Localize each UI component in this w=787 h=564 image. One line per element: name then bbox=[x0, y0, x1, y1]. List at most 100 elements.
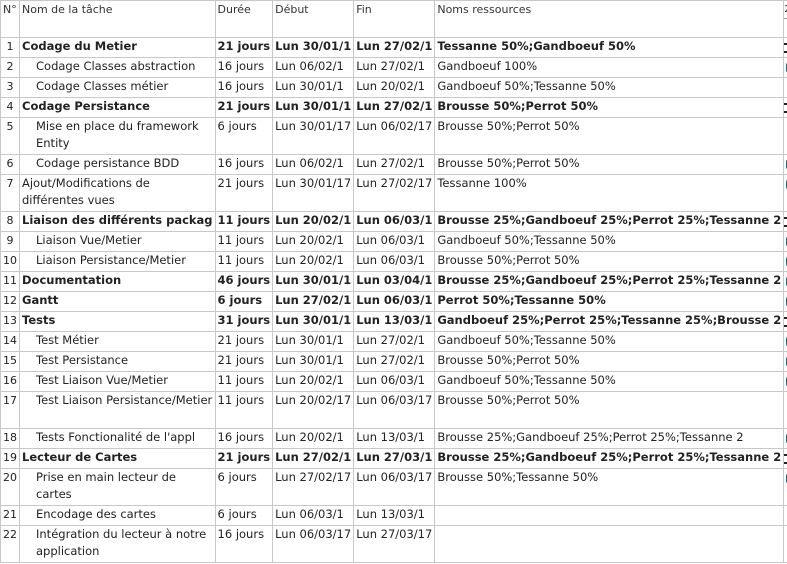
task-resources[interactable]: Brousse 25%;Gandboeuf 25%;Perrot 25%;Tes… bbox=[434, 428, 785, 449]
task-duration[interactable]: 6 jours bbox=[214, 291, 274, 312]
task-end[interactable]: Lun 13/03/1 bbox=[353, 505, 436, 526]
task-end[interactable]: Lun 06/03/17 bbox=[353, 468, 436, 506]
task-duration[interactable]: 21 jours bbox=[214, 37, 274, 58]
task-num[interactable]: 4 bbox=[0, 97, 20, 118]
task-duration[interactable]: 21 jours bbox=[214, 174, 274, 212]
table-row[interactable]: 16 Test Liaison Vue/Metier 11 jours Lun 20/… bbox=[0, 371, 787, 392]
task-resources[interactable]: Gandboeuf 50%;Tessanne 50% bbox=[434, 77, 785, 98]
table-row[interactable]: 9 Liaison Vue/Metier 11 jours Lun 20/02/1 Lu… bbox=[0, 231, 787, 252]
table-row[interactable]: 14 Test Métier 21 jours Lun 30/01/1 Lun 27/0… bbox=[0, 331, 787, 352]
task-end[interactable]: Lun 13/03/1 bbox=[353, 428, 436, 449]
task-name[interactable]: Prise en main lecteur de cartes bbox=[19, 468, 216, 506]
task-duration[interactable]: 16 jours bbox=[214, 428, 274, 449]
task-end[interactable]: Lun 27/02/1 bbox=[353, 97, 436, 118]
task-num[interactable]: 15 bbox=[0, 351, 20, 372]
task-end[interactable]: Lun 27/02/17 bbox=[353, 174, 436, 212]
task-name[interactable]: Codage du Metier bbox=[19, 37, 216, 58]
task-start[interactable]: Lun 27/02/1 bbox=[272, 291, 355, 312]
table-row[interactable]: 13 Tests 31 jours Lun 30/01/1 Lun 13/03/1 Gan… bbox=[0, 311, 787, 332]
task-start[interactable]: Lun 27/02/1 bbox=[272, 448, 355, 469]
task-resources[interactable]: Brousse 50%;Perrot 50% bbox=[434, 391, 785, 429]
task-name[interactable]: Gantt bbox=[19, 291, 216, 312]
table-row[interactable]: 5 Mise en place du framework Entity 6 jour… bbox=[0, 117, 787, 155]
table-row[interactable]: 7 Ajout/Modifications de différentes vues… bbox=[0, 174, 787, 212]
task-duration[interactable]: 11 jours bbox=[214, 251, 274, 272]
task-start[interactable]: Lun 06/03/17 bbox=[272, 525, 355, 563]
task-start[interactable]: Lun 30/01/1 bbox=[272, 331, 355, 352]
task-resources[interactable]: Gandboeuf 50%;Tessanne 50% bbox=[434, 331, 785, 352]
gantt-summary-bar[interactable] bbox=[784, 103, 787, 113]
task-resources[interactable]: Brousse 50%;Perrot 50% bbox=[434, 154, 785, 175]
task-resources[interactable]: Brousse 50%;Perrot 50% bbox=[434, 351, 785, 372]
task-start[interactable]: Lun 20/02/1 bbox=[272, 251, 355, 272]
task-name[interactable]: Mise en place du framework Entity bbox=[19, 117, 216, 155]
task-num[interactable]: 12 bbox=[0, 291, 20, 312]
task-num[interactable]: 21 bbox=[0, 505, 20, 526]
task-resources[interactable]: Gandboeuf 50%;Tessanne 50% bbox=[434, 371, 785, 392]
col-header-name[interactable]: Nom de la tâche bbox=[19, 0, 216, 38]
task-num[interactable]: 20 bbox=[0, 468, 20, 506]
task-name[interactable]: Intégration du lecteur à notre applicati… bbox=[19, 525, 216, 563]
task-duration[interactable]: 11 jours bbox=[214, 371, 274, 392]
task-num[interactable]: 13 bbox=[0, 311, 20, 332]
task-duration[interactable]: 21 jours bbox=[214, 97, 274, 118]
task-num[interactable]: 8 bbox=[0, 211, 20, 232]
table-row[interactable]: 2 Codage Classes abstraction 16 jours Lun 0… bbox=[0, 57, 787, 78]
task-num[interactable]: 11 bbox=[0, 271, 20, 292]
gantt-summary-bar[interactable] bbox=[784, 454, 787, 464]
task-duration[interactable]: 6 jours bbox=[214, 117, 274, 155]
task-start[interactable]: Lun 30/01/17 bbox=[272, 174, 355, 212]
task-num[interactable]: 7 bbox=[0, 174, 20, 212]
task-resources[interactable] bbox=[434, 505, 785, 526]
task-start[interactable]: Lun 30/01/1 bbox=[272, 271, 355, 292]
task-name[interactable]: Test Persistance bbox=[19, 351, 216, 372]
task-num[interactable]: 2 bbox=[0, 57, 20, 78]
task-name[interactable]: Test Liaison Vue/Metier bbox=[19, 371, 216, 392]
table-row[interactable]: 19 Lecteur de Cartes 21 jours Lun 27/02/1 Lu… bbox=[0, 448, 787, 469]
task-end[interactable]: Lun 06/02/17 bbox=[353, 117, 436, 155]
col-header-duration[interactable]: Durée bbox=[214, 0, 274, 38]
task-duration[interactable]: 11 jours bbox=[214, 231, 274, 252]
task-end[interactable]: Lun 06/03/1 bbox=[353, 371, 436, 392]
task-duration[interactable]: 16 jours bbox=[214, 57, 274, 78]
task-num[interactable]: 5 bbox=[0, 117, 20, 155]
task-resources[interactable]: Brousse 50%;Tessanne 50% bbox=[434, 468, 785, 506]
task-end[interactable]: Lun 20/02/1 bbox=[353, 77, 436, 98]
task-duration[interactable]: 31 jours bbox=[214, 311, 274, 332]
task-num[interactable]: 1 bbox=[0, 37, 20, 58]
task-end[interactable]: Lun 06/03/1 bbox=[353, 211, 436, 232]
task-resources[interactable]: Brousse 25%;Gandboeuf 25%;Perrot 25%;Tes… bbox=[434, 448, 785, 469]
task-num[interactable]: 9 bbox=[0, 231, 20, 252]
task-duration[interactable]: 21 jours bbox=[214, 331, 274, 352]
task-name[interactable]: Test Liaison Persistance/Metier bbox=[19, 391, 216, 429]
task-duration[interactable]: 16 jours bbox=[214, 154, 274, 175]
task-duration[interactable]: 11 jours bbox=[214, 391, 274, 429]
task-num[interactable]: 6 bbox=[0, 154, 20, 175]
task-resources[interactable]: Brousse 25%;Gandboeuf 25%;Perrot 25%;Tes… bbox=[434, 211, 785, 232]
gantt-summary-bar[interactable] bbox=[784, 317, 787, 327]
task-start[interactable]: Lun 30/01/1 bbox=[272, 77, 355, 98]
task-name[interactable]: Tests bbox=[19, 311, 216, 332]
gantt-summary-bar[interactable] bbox=[784, 217, 787, 227]
task-start[interactable]: Lun 20/02/1 bbox=[272, 211, 355, 232]
task-resources[interactable] bbox=[434, 525, 785, 563]
task-duration[interactable]: 16 jours bbox=[214, 525, 274, 563]
task-start[interactable]: Lun 20/02/1 bbox=[272, 231, 355, 252]
task-name[interactable]: Liaison Vue/Metier bbox=[19, 231, 216, 252]
table-row[interactable]: 20 Prise en main lecteur de cartes 6 jours… bbox=[0, 468, 787, 506]
task-name[interactable]: Ajout/Modifications de différentes vues bbox=[19, 174, 216, 212]
task-name[interactable]: Codage persistance BDD bbox=[19, 154, 216, 175]
task-start[interactable]: Lun 20/02/1 bbox=[272, 428, 355, 449]
task-name[interactable]: Test Métier bbox=[19, 331, 216, 352]
task-name[interactable]: Codage Classes abstraction bbox=[19, 57, 216, 78]
task-name[interactable]: Encodage des cartes bbox=[19, 505, 216, 526]
table-row[interactable]: 6 Codage persistance BDD 16 jours Lun 06/02… bbox=[0, 154, 787, 175]
col-header-start[interactable]: Début bbox=[272, 0, 355, 38]
task-resources[interactable]: Tessanne 50%;Gandboeuf 50% bbox=[434, 37, 785, 58]
table-row[interactable]: 10 Liaison Persistance/Metier 11 jours Lun … bbox=[0, 251, 787, 272]
table-row[interactable]: 18 Tests Fonctionalité de l'appl 16 jours L… bbox=[0, 428, 787, 449]
task-duration[interactable]: 16 jours bbox=[214, 77, 274, 98]
table-row[interactable]: 15 Test Persistance 21 jours Lun 30/01/1 Lun… bbox=[0, 351, 787, 372]
table-row[interactable]: 8 Liaison des différents packag 11 jours Lu… bbox=[0, 211, 787, 232]
table-row[interactable]: 3 Codage Classes métier 16 jours Lun 30/01/… bbox=[0, 77, 787, 98]
